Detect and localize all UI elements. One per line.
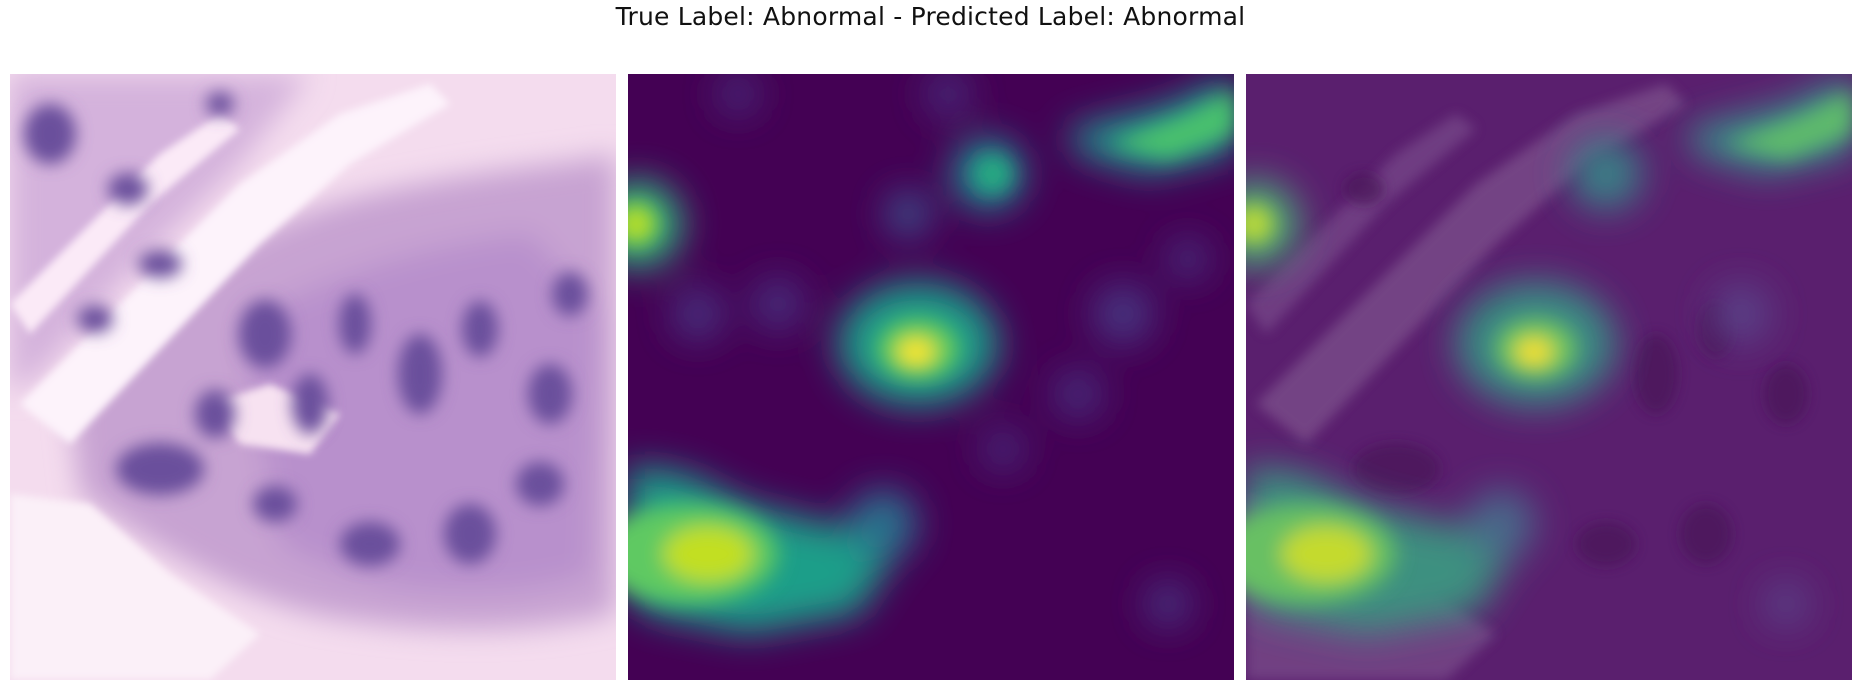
histology-image-panel [10,74,616,680]
figure-title: True Label: Abnormal - Predicted Label: … [615,2,1246,31]
attention-heatmap-panel [628,74,1234,680]
heatmap-overlay-panel [1246,74,1852,680]
attention-heatmap [628,74,1234,680]
histology-image [10,74,616,680]
heatmap-overlay [1246,74,1852,680]
